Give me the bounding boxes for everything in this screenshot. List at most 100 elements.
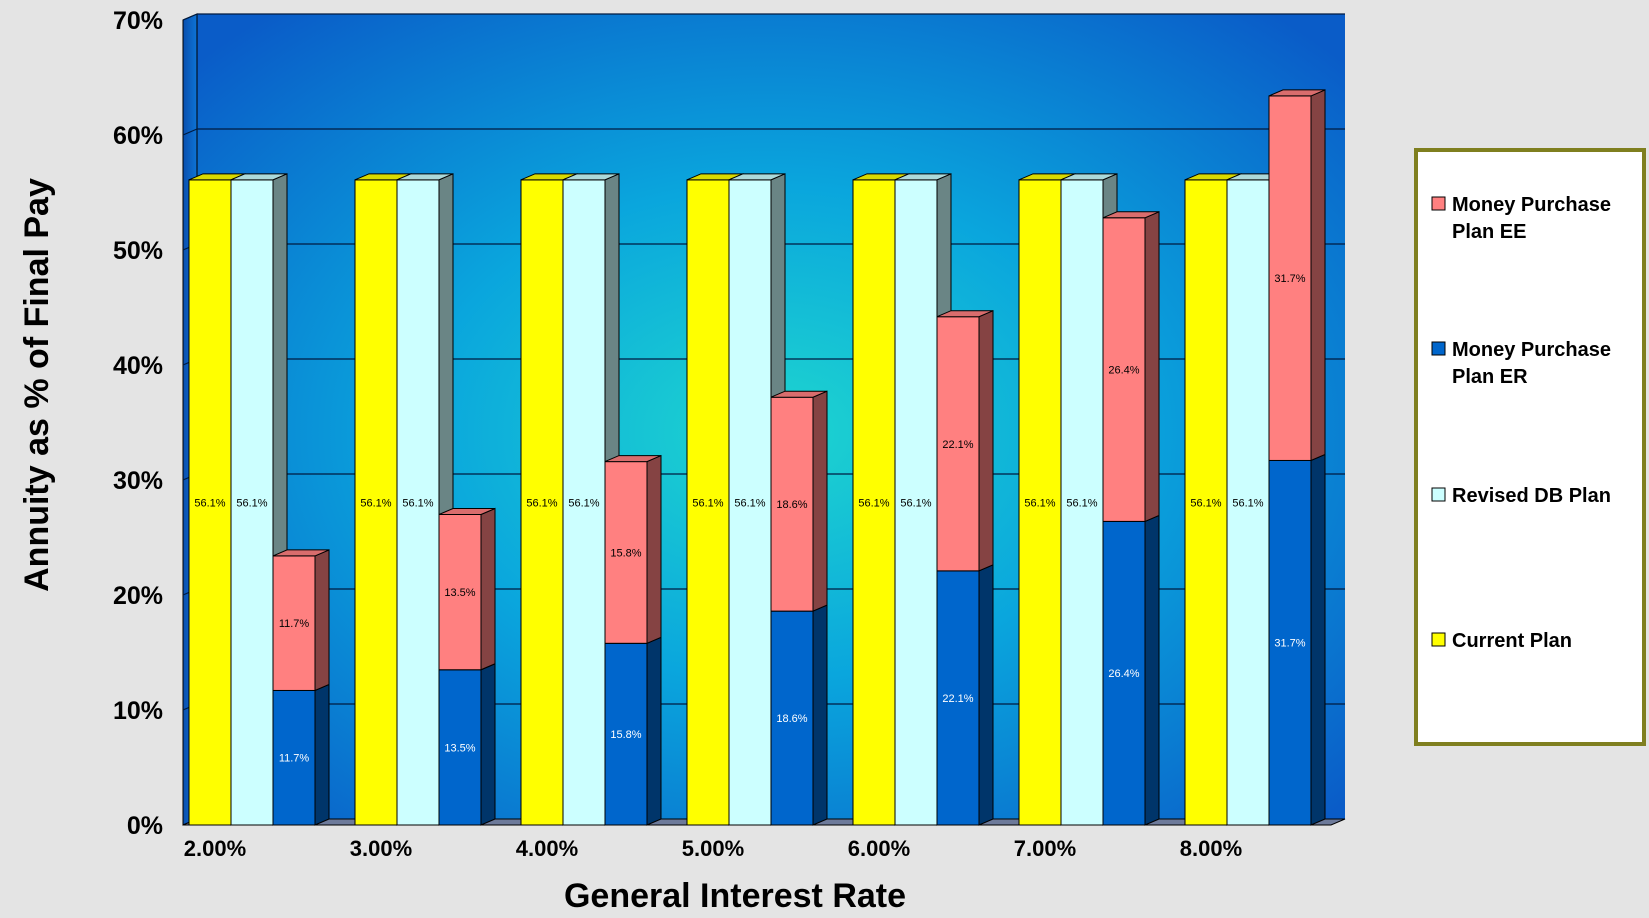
bar — [562, 179, 606, 826]
data-label: 56.1% — [360, 497, 391, 509]
y-axis-title: Annuity as % of Final Pay — [18, 178, 56, 592]
bar — [1268, 459, 1312, 826]
bar-side — [646, 636, 662, 826]
legend-swatch — [1431, 341, 1446, 356]
data-label: 31.7% — [1274, 273, 1305, 285]
bar-top — [604, 455, 662, 463]
legend-label: Revised DB Plan — [1452, 485, 1611, 507]
bar-side — [480, 507, 496, 671]
bar — [894, 179, 938, 826]
data-label: 18.6% — [776, 499, 807, 511]
data-label: 22.1% — [942, 693, 973, 705]
data-label: 56.1% — [692, 497, 723, 509]
bar-top — [1060, 173, 1118, 181]
y-tick-label: 0% — [127, 812, 163, 840]
x-tick-label: 3.00% — [350, 836, 412, 861]
bar-side — [1310, 453, 1326, 826]
y-tick-label: 30% — [113, 467, 163, 495]
bar-side — [978, 309, 994, 572]
bar — [272, 689, 316, 826]
data-label: 13.5% — [444, 587, 475, 599]
x-tick-label: 2.00% — [184, 836, 246, 861]
data-label: 56.1% — [1066, 497, 1097, 509]
bar — [686, 179, 730, 826]
legend-swatch — [1431, 632, 1446, 647]
bar-top — [728, 173, 786, 181]
bar-side — [314, 549, 330, 692]
data-label: 56.1% — [402, 497, 433, 509]
data-label: 26.4% — [1108, 365, 1139, 377]
bar — [354, 179, 398, 826]
data-label: 15.8% — [610, 547, 641, 559]
bar-side — [480, 662, 496, 826]
y-tick-label: 20% — [113, 582, 163, 610]
data-label: 56.1% — [858, 497, 889, 509]
bar-side — [1144, 211, 1160, 523]
x-axis-title: General Interest Rate — [564, 877, 906, 913]
bar — [770, 610, 814, 826]
x-tick-label: 8.00% — [1180, 836, 1242, 861]
bar-side — [646, 454, 662, 645]
x-tick-label: 7.00% — [1014, 836, 1076, 861]
legend-swatch — [1431, 196, 1446, 211]
bar-top — [396, 173, 454, 181]
bar — [230, 179, 274, 826]
gridline-side — [182, 13, 198, 21]
data-label: 56.1% — [1190, 497, 1221, 509]
bar-side — [1310, 89, 1326, 462]
bar-top — [894, 173, 952, 181]
y-tick-label: 50% — [113, 237, 163, 265]
bar-top — [1102, 211, 1160, 219]
bar-top — [562, 173, 620, 181]
bar-top — [936, 310, 994, 318]
bar-side — [812, 390, 828, 612]
legend-label: Current Plan — [1452, 630, 1572, 652]
bar-top — [770, 390, 828, 398]
bar-top — [438, 508, 496, 515]
data-label: 56.1% — [900, 497, 931, 509]
data-label: 56.1% — [1232, 497, 1263, 509]
bar — [272, 555, 316, 691]
legend-label: Plan ER — [1452, 366, 1528, 388]
bar — [1226, 179, 1270, 826]
bar — [1102, 217, 1146, 522]
gridline-side — [182, 128, 198, 136]
x-tick-label: 6.00% — [848, 836, 910, 861]
x-tick-label: 5.00% — [682, 836, 744, 861]
data-label: 13.5% — [444, 742, 475, 754]
bar — [438, 669, 482, 826]
y-tick-label: 70% — [113, 7, 163, 35]
data-label: 56.1% — [194, 497, 225, 509]
legend-label: Money Purchase — [1452, 339, 1611, 361]
bar-top — [1268, 89, 1326, 97]
data-label: 26.4% — [1108, 668, 1139, 680]
legend-box — [1414, 148, 1646, 746]
bar — [1102, 520, 1146, 826]
data-label: 56.1% — [1024, 497, 1055, 509]
bar-side — [1144, 514, 1160, 826]
data-label: 56.1% — [236, 497, 267, 509]
data-label: 11.7% — [279, 618, 310, 630]
data-label: 56.1% — [526, 497, 557, 509]
data-label: 11.7% — [279, 753, 310, 765]
bar — [520, 179, 564, 826]
data-label: 22.1% — [942, 439, 973, 451]
bar-side — [812, 604, 828, 826]
bar-top — [230, 173, 288, 181]
bar-side — [978, 564, 994, 826]
bar — [604, 642, 648, 826]
data-label: 31.7% — [1274, 638, 1305, 650]
y-tick-label: 40% — [113, 352, 163, 380]
data-label: 15.8% — [610, 729, 641, 741]
data-label: 56.1% — [734, 497, 765, 509]
bar — [1268, 95, 1312, 461]
y-tick-label: 10% — [113, 697, 163, 725]
legend-swatch — [1431, 487, 1446, 502]
data-label: 18.6% — [776, 713, 807, 725]
legend-label: Money Purchase — [1452, 194, 1611, 216]
bar — [770, 396, 814, 612]
x-tick-label: 4.00% — [516, 836, 578, 861]
bar — [936, 570, 980, 826]
